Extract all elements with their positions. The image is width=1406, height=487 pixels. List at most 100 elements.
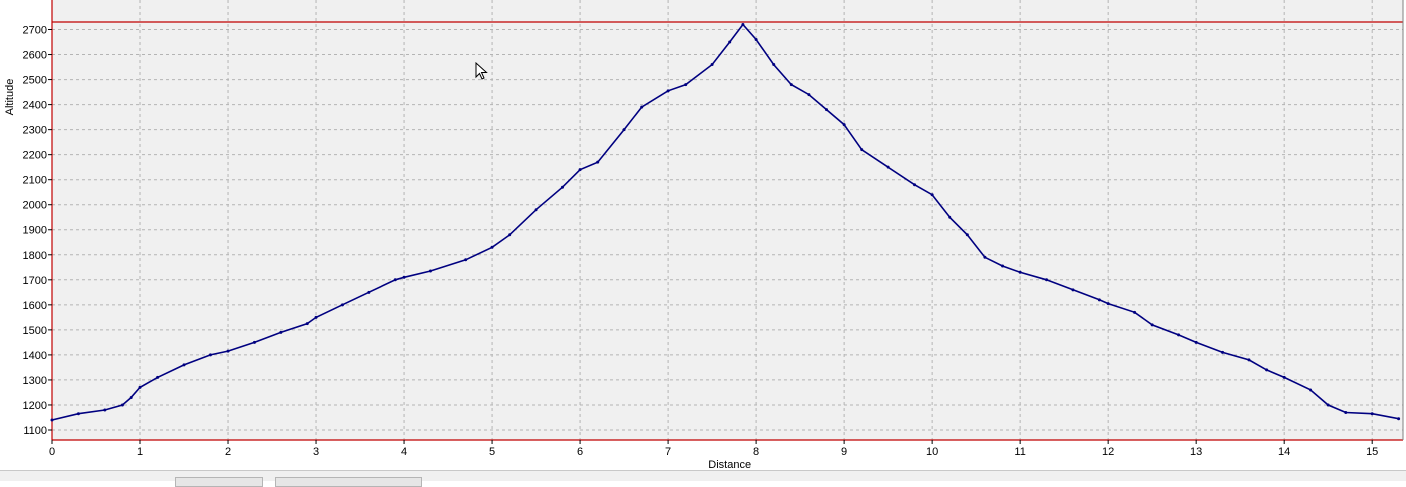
data-point xyxy=(1326,403,1330,407)
data-point xyxy=(367,290,371,294)
y-tick-label: 1600 xyxy=(23,300,47,312)
y-tick-label: 2200 xyxy=(23,150,47,162)
data-point xyxy=(1221,350,1225,354)
status-strip xyxy=(0,470,1406,481)
x-tick-label: 7 xyxy=(665,446,671,458)
data-point xyxy=(886,165,890,169)
data-point xyxy=(948,215,952,219)
data-point xyxy=(728,40,732,44)
y-tick-label: 2600 xyxy=(23,50,47,62)
data-point xyxy=(1001,264,1005,268)
data-point xyxy=(252,340,256,344)
altitude-profile-chart[interactable]: 0 1 2 3 4 5 6 7 8 9 10 11 12 13 14 15 11001200130014001… xyxy=(0,0,1406,470)
data-point xyxy=(860,148,864,152)
y-tick-label: 1500 xyxy=(23,325,47,337)
data-point xyxy=(1045,278,1049,282)
data-point xyxy=(340,303,344,307)
data-point xyxy=(156,375,160,379)
altitude-series xyxy=(50,23,1401,422)
data-point xyxy=(741,23,745,27)
data-point xyxy=(208,353,212,357)
data-point xyxy=(393,278,397,282)
data-point xyxy=(710,63,714,67)
y-tick-label: 1700 xyxy=(23,275,47,287)
data-point xyxy=(596,160,600,164)
y-tick-label: 1400 xyxy=(23,350,47,362)
data-point xyxy=(1309,388,1313,392)
data-point xyxy=(464,258,468,262)
y-tick-label: 1900 xyxy=(23,225,47,237)
data-point xyxy=(789,83,793,87)
plot-frame xyxy=(51,0,1404,441)
x-tick-label: 15 xyxy=(1366,446,1378,458)
y-tick-label: 1200 xyxy=(23,400,47,412)
data-point xyxy=(1177,333,1181,337)
y-tick-label: 1800 xyxy=(23,250,47,262)
data-point xyxy=(842,123,846,127)
data-point xyxy=(1344,410,1348,414)
x-tick-label: 10 xyxy=(926,446,938,458)
data-point xyxy=(754,38,758,42)
y-tick-label: 2700 xyxy=(23,25,47,37)
data-point xyxy=(1097,298,1101,302)
data-point xyxy=(1265,368,1269,372)
data-point xyxy=(120,403,124,407)
y-axis-label: Altitude xyxy=(4,79,16,116)
data-point xyxy=(490,245,494,249)
strip-button[interactable] xyxy=(275,477,422,487)
y-tick-label: 2300 xyxy=(23,125,47,137)
data-point xyxy=(428,269,432,273)
data-point xyxy=(129,395,133,399)
x-tick-label: 1 xyxy=(137,446,143,458)
x-tick-label: 11 xyxy=(1014,446,1025,458)
data-point xyxy=(666,89,670,93)
data-point xyxy=(807,93,811,97)
mouse-pointer-icon xyxy=(475,62,488,80)
data-point xyxy=(578,168,582,172)
data-point xyxy=(182,363,186,367)
data-point xyxy=(1106,302,1110,306)
data-point xyxy=(965,233,969,237)
data-point xyxy=(314,315,318,319)
data-point xyxy=(50,418,54,422)
data-point xyxy=(138,385,142,389)
data-point xyxy=(279,330,283,334)
data-point xyxy=(825,108,829,112)
data-point xyxy=(305,322,309,326)
data-point xyxy=(640,105,644,109)
strip-button[interactable] xyxy=(175,477,263,487)
data-point xyxy=(1194,340,1198,344)
data-point xyxy=(402,275,406,279)
plot-area[interactable] xyxy=(52,0,1403,440)
x-tick-label: 9 xyxy=(841,446,847,458)
data-point xyxy=(1133,310,1137,314)
data-point xyxy=(1397,417,1401,421)
data-point xyxy=(1071,288,1075,292)
data-point xyxy=(1150,323,1154,327)
data-point xyxy=(560,185,564,189)
data-point xyxy=(76,412,80,416)
x-tick-label: 13 xyxy=(1190,446,1202,458)
y-tick-label: 2100 xyxy=(23,175,47,187)
grid-lines xyxy=(51,0,1403,440)
data-point xyxy=(103,408,107,412)
data-point xyxy=(508,233,512,237)
x-tick-label: 14 xyxy=(1278,446,1290,458)
data-point xyxy=(930,193,934,197)
data-point xyxy=(772,63,776,67)
x-tick-label: 2 xyxy=(225,446,231,458)
data-point xyxy=(226,349,230,353)
x-tick-label: 6 xyxy=(577,446,583,458)
x-tick-label: 4 xyxy=(401,446,407,458)
x-tick-label: 5 xyxy=(489,446,495,458)
y-tick-label: 1300 xyxy=(23,375,47,387)
data-point xyxy=(622,128,626,132)
x-axis-ticks: 0 1 2 3 4 5 6 7 8 9 10 11 12 13 14 15 xyxy=(49,440,1378,458)
x-tick-label: 8 xyxy=(753,446,759,458)
y-tick-label: 2400 xyxy=(23,100,47,112)
data-point xyxy=(983,255,987,259)
y-tick-label: 2500 xyxy=(23,75,47,87)
y-tick-label: 1100 xyxy=(23,425,47,437)
data-point xyxy=(1370,412,1374,416)
data-point xyxy=(1247,358,1251,362)
